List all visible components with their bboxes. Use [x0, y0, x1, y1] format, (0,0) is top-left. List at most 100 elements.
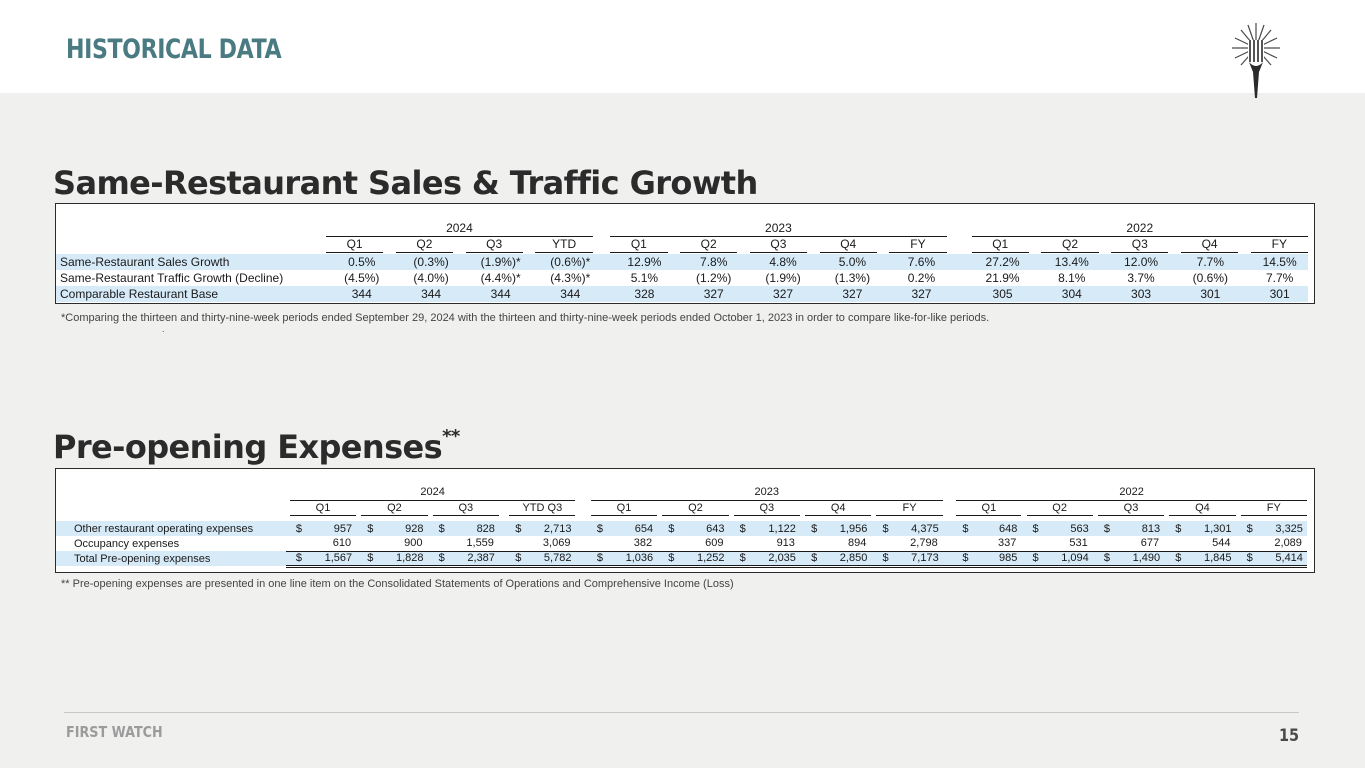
currency-symbol: $	[1175, 552, 1182, 564]
col-header: Q4	[1180, 236, 1239, 253]
spacer-cell	[1308, 270, 1314, 286]
spacer-cell	[529, 270, 541, 286]
currency-symbol: $	[1032, 552, 1039, 564]
table-row: Same-Restaurant Sales Growth 0.5% (0.3%) (1…	[56, 254, 1314, 270]
preopening-footnote: ** Pre-opening expenses are presented in…	[61, 578, 734, 590]
preopening-title-text: Pre-opening Expenses	[53, 428, 443, 466]
footer-brand: FIRST WATCH	[66, 723, 163, 741]
cell-value: 1,036	[625, 552, 654, 564]
table-cell: (4.3%)*	[550, 271, 591, 285]
money-cell: $828	[433, 523, 499, 535]
spacer-cell	[871, 521, 877, 536]
table-cell: 327	[685, 286, 743, 302]
spacer-cell	[942, 521, 957, 536]
col-header: Q4	[805, 500, 872, 516]
currency-symbol: $	[811, 552, 818, 564]
table-cell: $5,782	[509, 550, 576, 568]
table-cell: 5.1%	[630, 271, 659, 285]
money-cell: $5,782	[509, 552, 575, 564]
cell-value: 828	[476, 522, 495, 535]
spacer-cell	[427, 550, 433, 568]
spacer-cell	[728, 550, 734, 568]
cell-value: 1,567	[324, 552, 353, 564]
table-cell: 609	[705, 537, 724, 550]
cell-value: 2,387	[467, 552, 495, 564]
spacer-cell	[1164, 550, 1170, 568]
fork-logo-icon	[1232, 23, 1280, 98]
spacer-cell	[949, 254, 974, 270]
cell-value: 3,325	[1275, 522, 1303, 535]
col-header: Q1	[289, 500, 357, 516]
money-cell: $1,252	[662, 552, 728, 564]
money-cell: $3,325	[1241, 523, 1307, 535]
spacer-cell	[324, 286, 334, 302]
spacer-cell	[871, 550, 877, 568]
col-header: Q4	[1169, 500, 1236, 516]
cell-value: 2,850	[839, 552, 868, 564]
spacer-cell	[881, 254, 894, 270]
table-cell: $957	[289, 521, 357, 536]
money-cell: $7,173	[876, 552, 942, 564]
money-cell: $813	[1098, 523, 1164, 535]
table-cell: $1,036	[590, 550, 658, 568]
money-cell: $985	[956, 552, 1021, 564]
table-row: Comparable Restaurant Base 344 344 344 344 32…	[56, 286, 1314, 302]
spacer-cell	[1021, 550, 1027, 568]
spacer-cell	[728, 521, 734, 536]
col-header: Q3	[1097, 500, 1165, 516]
table-cell: 327	[754, 286, 812, 302]
money-cell: $1,956	[805, 523, 871, 535]
spacer-cell	[949, 286, 974, 302]
currency-symbol: $	[1103, 522, 1111, 535]
spacer-cell	[673, 270, 685, 286]
row-label: Occupancy expenses	[74, 537, 180, 550]
spacer-cell	[1092, 550, 1098, 568]
money-cell: $648	[956, 523, 1021, 535]
sales-footnote: *Comparing the thirteen and thirty-nine-…	[61, 312, 990, 324]
table-row: Other restaurant operating expenses $957 $…	[56, 521, 1314, 536]
col-header: Q1	[956, 500, 1022, 516]
col-header: Q1	[590, 500, 658, 516]
spacer-cell	[1092, 521, 1098, 536]
table-cell: $648	[956, 521, 1022, 536]
table-row: Total Pre-opening expenses $1,567 $1,828 $2…	[56, 550, 1314, 568]
year-header-2022: 2022	[971, 220, 1308, 237]
footer-divider	[64, 712, 1299, 713]
spacer-cell	[943, 485, 957, 500]
currency-symbol: $	[295, 522, 303, 535]
currency-symbol: $	[668, 522, 675, 535]
spacer-cell	[1100, 270, 1112, 286]
col-header: Q2	[679, 236, 738, 253]
year-header-2024: 2024	[325, 220, 593, 237]
currency-symbol: $	[438, 522, 445, 535]
spacer-cell	[56, 500, 286, 515]
money-cell: $2,035	[734, 552, 800, 564]
table-cell: 304	[1043, 286, 1101, 302]
spacer-cell	[575, 485, 590, 500]
col-header: Q3	[432, 500, 499, 516]
spacer-cell	[1031, 286, 1044, 302]
spacer-cell	[1170, 270, 1182, 286]
spacer-cell	[575, 550, 591, 568]
table-cell: 677	[1140, 537, 1160, 550]
table-cell: $4,375	[876, 521, 943, 536]
table-cell: 344	[402, 286, 460, 302]
cell-value: 1,828	[396, 552, 424, 564]
table-cell: 610	[332, 537, 352, 550]
spacer-cell	[1239, 270, 1251, 286]
money-cell: $2,713	[509, 523, 575, 535]
money-cell: $1,845	[1169, 552, 1235, 564]
table-cell: 14.5%	[1251, 254, 1309, 270]
spacer-cell	[812, 270, 824, 286]
table-cell: 344	[471, 286, 530, 302]
money-cell: $928	[361, 523, 427, 535]
spacer-cell	[286, 521, 290, 536]
table-cell: $5,414	[1240, 550, 1307, 568]
spacer-cell	[1307, 521, 1314, 536]
currency-symbol: $	[1103, 552, 1111, 564]
row-label: Other restaurant operating expenses	[56, 521, 287, 536]
table-cell: 531	[1069, 537, 1088, 550]
table-cell: $654	[590, 521, 658, 536]
spacer-cell	[943, 500, 957, 515]
spacer-cell	[499, 536, 509, 551]
